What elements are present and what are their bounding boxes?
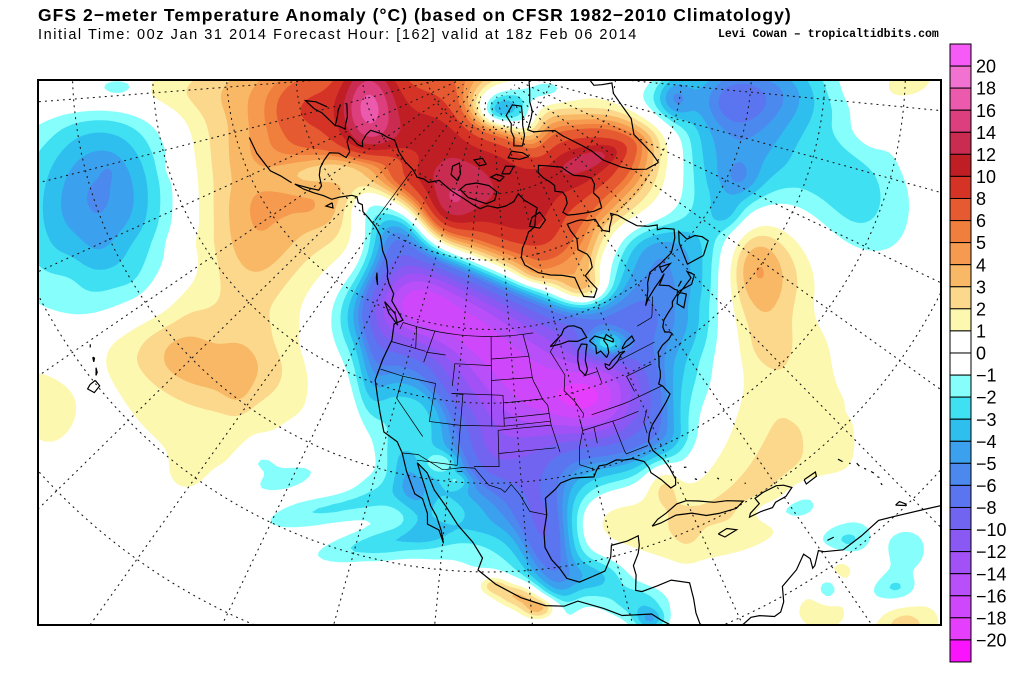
svg-text:−8: −8 [976, 498, 997, 518]
svg-text:−5: −5 [976, 454, 997, 474]
svg-text:0: 0 [976, 344, 986, 364]
svg-text:8: 8 [976, 189, 986, 209]
svg-text:12: 12 [976, 145, 996, 165]
svg-text:1: 1 [976, 322, 986, 342]
svg-text:−2: −2 [976, 388, 997, 408]
svg-text:−1: −1 [976, 366, 997, 386]
svg-text:−3: −3 [976, 410, 997, 430]
svg-text:−4: −4 [976, 432, 997, 452]
svg-text:−18: −18 [976, 608, 1007, 628]
svg-text:10: 10 [976, 167, 996, 187]
svg-text:14: 14 [976, 123, 996, 143]
svg-text:−14: −14 [976, 564, 1007, 584]
svg-text:GFS 2−meter Temperature Anomal: GFS 2−meter Temperature Anomaly (°C) (ba… [38, 5, 792, 25]
svg-text:18: 18 [976, 79, 996, 99]
svg-text:16: 16 [976, 101, 996, 121]
svg-text:5: 5 [976, 233, 986, 253]
svg-text:−20: −20 [976, 631, 1007, 651]
svg-text:2: 2 [976, 299, 986, 319]
svg-text:3: 3 [976, 277, 986, 297]
svg-text:−16: −16 [976, 586, 1007, 606]
svg-text:4: 4 [976, 255, 986, 275]
svg-text:−10: −10 [976, 520, 1007, 540]
svg-text:6: 6 [976, 211, 986, 231]
svg-text:Initial Time: 00z Jan 31 2014: Initial Time: 00z Jan 31 2014 Forecast H… [38, 27, 638, 43]
svg-text:−6: −6 [976, 476, 997, 496]
svg-text:20: 20 [976, 57, 996, 77]
svg-text:−12: −12 [976, 542, 1007, 562]
svg-text:Levi Cowan – tropicaltidbits.c: Levi Cowan – tropicaltidbits.com [718, 28, 939, 41]
